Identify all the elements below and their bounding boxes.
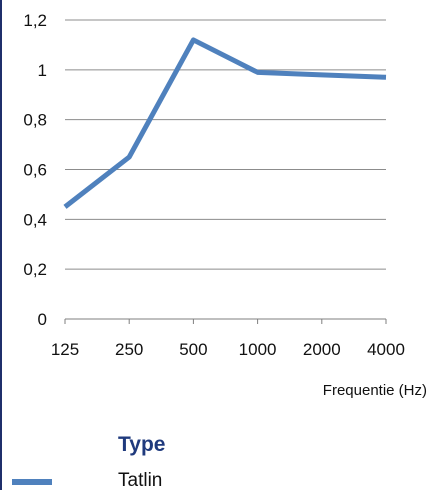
x-tick-label: 125 — [51, 340, 79, 359]
x-tick-label: 1000 — [239, 340, 277, 359]
x-tick-label: 250 — [115, 340, 143, 359]
y-tick-label: 1 — [38, 61, 47, 80]
x-axis-ticks: 125 250 500 1000 2000 4000 — [51, 319, 405, 359]
y-tick-label: 0,2 — [23, 260, 47, 279]
legend: Tatlin — [12, 470, 162, 490]
gridlines — [65, 19, 386, 320]
x-tick-label: 4000 — [367, 340, 405, 359]
left-border — [0, 0, 2, 490]
y-axis-ticks: 0 0,2 0,4 0,6 0,8 1 1,2 — [23, 11, 47, 329]
series-line-0 — [63, 37, 387, 209]
x-tick-label: 500 — [179, 340, 207, 359]
y-tick-label: 1,2 — [23, 11, 47, 30]
y-tick-label: 0,6 — [23, 161, 47, 180]
legend-item-label: Tatlin — [118, 470, 162, 490]
y-tick-label: 0 — [38, 310, 47, 329]
series-lines — [63, 37, 387, 209]
y-tick-label: 0,8 — [23, 111, 47, 130]
legend-title: Type — [118, 433, 165, 456]
legend-swatch — [12, 479, 52, 485]
x-tick-label: 2000 — [303, 340, 341, 359]
y-tick-label: 0,4 — [23, 210, 47, 229]
x-axis-label: Frequentie (Hz) — [323, 382, 427, 399]
